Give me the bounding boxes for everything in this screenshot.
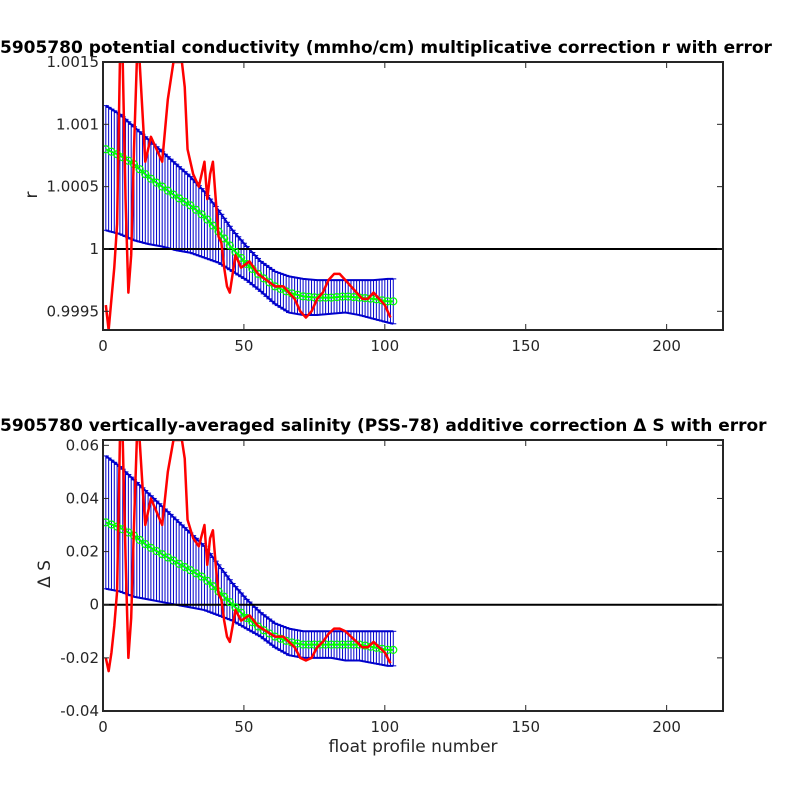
fit-marker [253, 269, 263, 279]
fit-marker [298, 640, 308, 649]
fit-marker [332, 640, 342, 649]
fit-marker [135, 535, 144, 544]
x-tick-label: 200 [652, 337, 681, 355]
fit-marker [203, 215, 212, 224]
panel-title: 5905780 vertically-averaged salinity (PS… [0, 416, 767, 436]
plot-area [103, 62, 723, 330]
fit-marker [293, 290, 302, 299]
fit-marker [389, 645, 398, 654]
fit-marker [338, 640, 347, 649]
x-axis-label: float profile number [328, 737, 497, 757]
y-axis-label: r [22, 192, 42, 199]
y-tick-label: 1.0015 [47, 53, 100, 71]
y-tick-label: -0.04 [60, 702, 99, 720]
y-tick-label: -0.02 [60, 649, 99, 667]
axes-box [102, 61, 724, 331]
plot-area [103, 440, 723, 673]
fit-marker [349, 640, 358, 649]
fit-marker [315, 640, 325, 649]
x-tick-label: 50 [234, 718, 253, 736]
fit-marker [163, 186, 172, 195]
panel-title: 5905780 potential conductivity (mmho/cm)… [0, 38, 773, 58]
fit-marker [298, 292, 308, 301]
fit-marker [389, 297, 398, 306]
axes-box [102, 439, 724, 712]
fit-marker [383, 297, 392, 306]
fit-marker [186, 201, 195, 210]
fit-marker [338, 292, 347, 301]
raw-line [104, 62, 392, 330]
salinity-correction-panel: 5905780 vertically-averaged salinity (PS… [0, 416, 767, 757]
fit-marker [332, 292, 342, 302]
fit-marker [141, 170, 150, 179]
x-tick-label: 0 [98, 337, 108, 355]
y-tick-label: 0.02 [66, 543, 99, 561]
y-tick-label: 1 [89, 240, 99, 258]
raw-line [104, 440, 392, 673]
fit-marker [146, 174, 156, 183]
fit-marker [377, 296, 387, 305]
fit-marker [203, 576, 212, 585]
x-tick-label: 100 [370, 718, 399, 736]
x-tick-label: 100 [370, 337, 399, 355]
x-tick-label: 150 [511, 718, 540, 736]
fit-marker [208, 221, 218, 230]
fit-marker [197, 210, 206, 219]
y-tick-label: 0 [89, 596, 99, 614]
fit-marker [327, 293, 336, 302]
y-tick-label: 1.001 [56, 115, 99, 133]
fit-marker [191, 205, 201, 214]
fit-marker [107, 520, 116, 529]
fit-marker [103, 518, 110, 527]
fit-marker [158, 182, 167, 191]
fit-marker [349, 292, 358, 302]
fit-marker [135, 165, 144, 174]
fit-marker [141, 540, 150, 549]
x-tick-label: 0 [98, 718, 108, 736]
fit-marker [197, 572, 206, 581]
fit-marker [310, 640, 319, 649]
fit-marker [327, 640, 336, 649]
fit-marker [321, 293, 330, 302]
y-tick-label: 0.06 [66, 436, 99, 454]
x-tick-label: 50 [234, 337, 253, 355]
x-tick-label: 200 [652, 718, 681, 736]
y-tick-label: 1.0005 [47, 178, 100, 196]
fit-marker [152, 178, 161, 187]
conductivity-correction-panel: 5905780 potential conductivity (mmho/cm)… [0, 38, 773, 355]
fit-marker [259, 274, 268, 283]
y-axis-label: Δ S [35, 560, 55, 588]
y-tick-label: 0.04 [66, 489, 99, 507]
fit-marker [253, 622, 263, 631]
fit-marker [293, 639, 302, 648]
fit-marker [383, 645, 392, 654]
fit-marker [265, 278, 274, 287]
fit-marker [208, 582, 218, 591]
fit-marker [225, 597, 234, 607]
fit-marker [321, 640, 330, 649]
fit-marker [304, 640, 313, 649]
fit-marker [225, 241, 234, 250]
fit-marker [344, 640, 353, 649]
fit-marker [169, 190, 178, 199]
x-tick-label: 150 [511, 337, 540, 355]
fit-marker [355, 640, 364, 649]
fit-marker [304, 292, 313, 301]
y-tick-label: 0.9995 [47, 302, 100, 320]
fit-marker [344, 292, 353, 301]
fit-marker [377, 644, 387, 653]
